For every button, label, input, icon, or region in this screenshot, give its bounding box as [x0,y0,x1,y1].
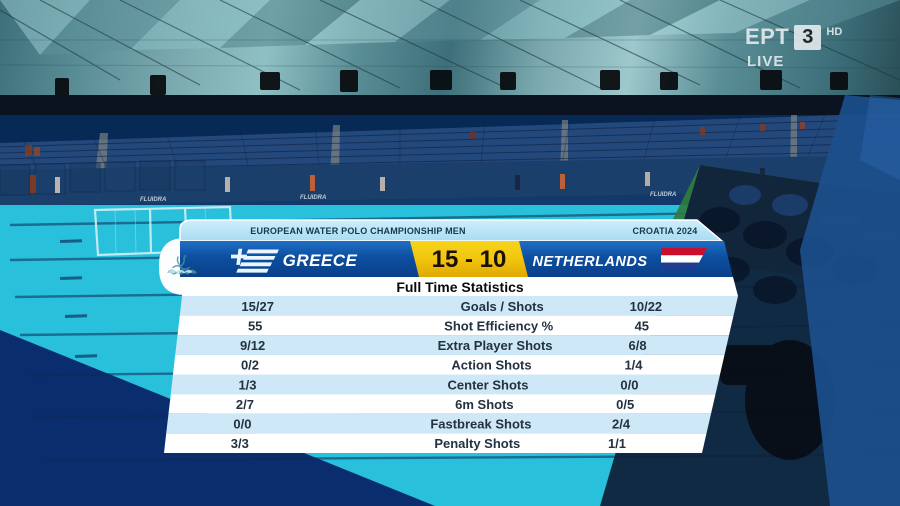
svg-text:2/7: 2/7 [236,397,254,412]
svg-text:Penalty Shots: Penalty Shots [434,436,520,451]
svg-text:0/0: 0/0 [620,377,638,392]
svg-text:Action Shots: Action Shots [451,358,531,373]
svg-text:15 - 10: 15 - 10 [432,246,507,273]
svg-text:Extra Player Shots: Extra Player Shots [438,338,553,353]
svg-text:1/1: 1/1 [608,436,626,451]
svg-text:45: 45 [635,318,649,333]
svg-text:9/12: 9/12 [240,338,265,353]
svg-text:1/4: 1/4 [624,358,643,373]
svg-text:0/5: 0/5 [616,397,634,412]
svg-text:Full Time Statistics: Full Time Statistics [396,279,524,295]
svg-text:10/22: 10/22 [630,299,663,314]
svg-text:Center Shots: Center Shots [448,377,529,392]
svg-text:GREECE: GREECE [283,251,358,270]
svg-text:2/4: 2/4 [612,417,631,432]
svg-text:15/27: 15/27 [241,299,274,314]
svg-text:Shot Efficiency %: Shot Efficiency % [444,318,554,333]
svg-text:Fastbreak Shots: Fastbreak Shots [430,417,531,432]
svg-text:6m Shots: 6m Shots [455,397,514,412]
svg-text:CROATIA 2024: CROATIA 2024 [633,226,698,236]
svg-text:55: 55 [248,318,262,333]
svg-text:0/2: 0/2 [241,358,259,373]
svg-text:Goals / Shots: Goals / Shots [461,299,544,314]
svg-text:1/3: 1/3 [238,377,256,392]
svg-text:6/8: 6/8 [629,338,647,353]
svg-text:3/3: 3/3 [231,436,249,451]
svg-text:NETHERLANDS: NETHERLANDS [532,254,647,270]
svg-text:EUROPEAN WATER POLO CHAMPIONSH: EUROPEAN WATER POLO CHAMPIONSHIP MEN [250,226,465,236]
svg-text:0/0: 0/0 [233,417,251,432]
